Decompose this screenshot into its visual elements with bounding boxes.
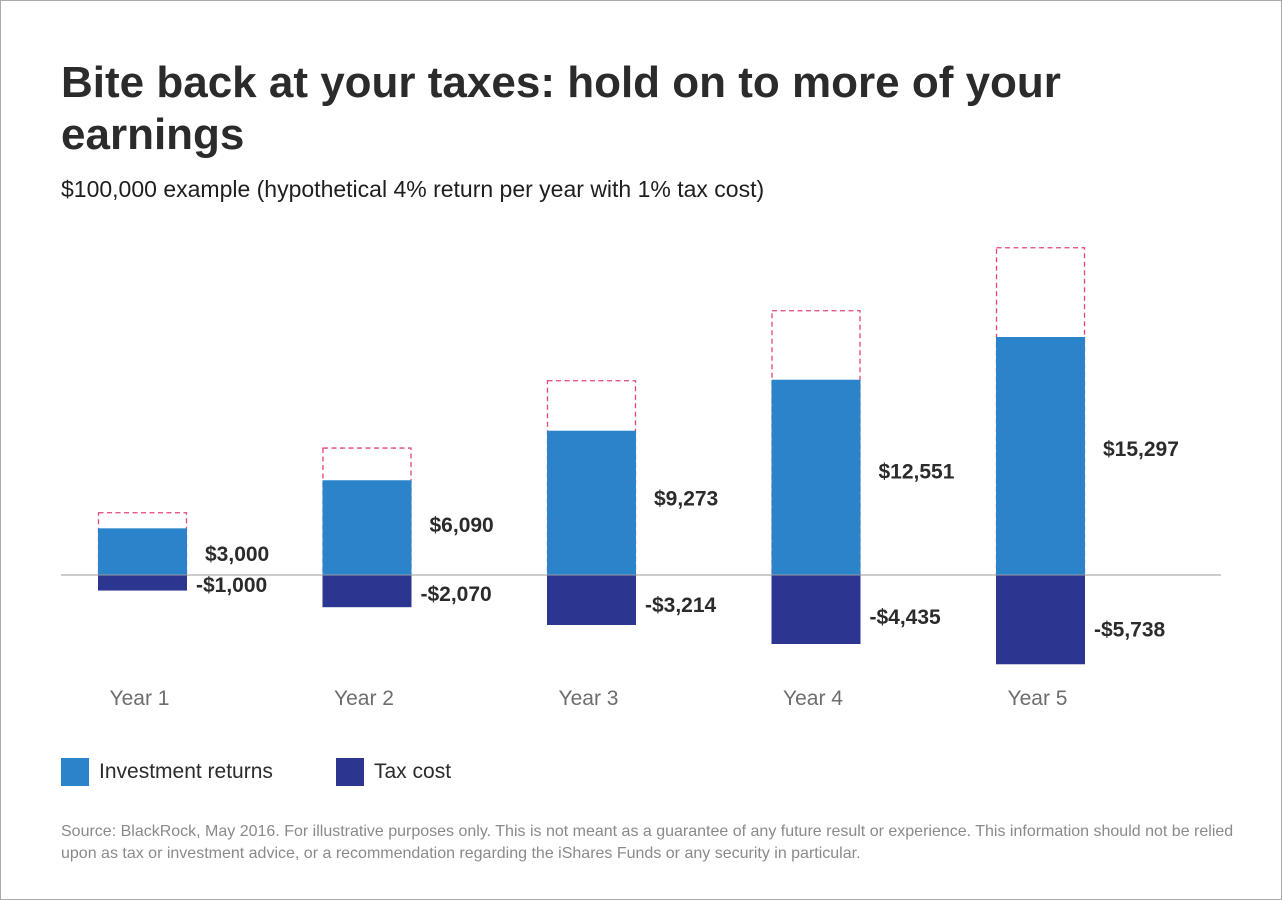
returns-value-label: $9,273 <box>654 488 718 511</box>
legend-item-tax-cost: Tax cost <box>336 758 451 786</box>
legend-swatch-investment-returns <box>61 758 89 786</box>
investment-returns-bar <box>322 480 412 575</box>
x-tick-label: Year 4 <box>783 687 843 710</box>
x-tick-label: Year 1 <box>110 687 170 710</box>
returns-value-label: $12,551 <box>879 461 955 484</box>
tax-cost-bar <box>547 575 636 626</box>
x-tick-label: Year 2 <box>334 687 394 710</box>
tax-cost-bar <box>98 575 187 591</box>
tax-cost-bar <box>771 575 861 645</box>
x-tick-label: Year 5 <box>1008 687 1068 710</box>
tax-value-label: -$3,214 <box>645 594 717 617</box>
legend-item-investment-returns: Investment returns <box>61 758 273 786</box>
tax-cost-bar <box>996 575 1085 665</box>
legend-label-investment-returns: Investment returns <box>99 760 273 783</box>
x-tick-label: Year 3 <box>559 687 619 710</box>
legend-label-tax-cost: Tax cost <box>374 760 452 783</box>
tax-value-label: -$4,435 <box>870 606 942 629</box>
investment-returns-bar <box>547 430 636 575</box>
investment-returns-bar <box>771 379 861 575</box>
tax-value-label: -$5,738 <box>1094 618 1166 641</box>
tax-cost-bar <box>322 575 412 608</box>
returns-value-label: $3,000 <box>205 543 269 566</box>
returns-value-label: $15,297 <box>1103 438 1179 461</box>
chart-title: Bite back at your taxes: hold on to more… <box>61 58 1061 159</box>
investment-returns-bar <box>98 528 187 575</box>
source-note: Source: BlackRock, May 2016. For illustr… <box>61 823 1234 862</box>
tax-value-label: -$2,070 <box>421 583 492 606</box>
legend-swatch-tax-cost <box>336 758 364 786</box>
chart-subtitle: $100,000 example (hypothetical 4% return… <box>61 176 765 202</box>
tax-value-label: -$1,000 <box>196 574 267 597</box>
investment-returns-bar <box>996 337 1085 575</box>
returns-value-label: $6,090 <box>430 514 494 537</box>
